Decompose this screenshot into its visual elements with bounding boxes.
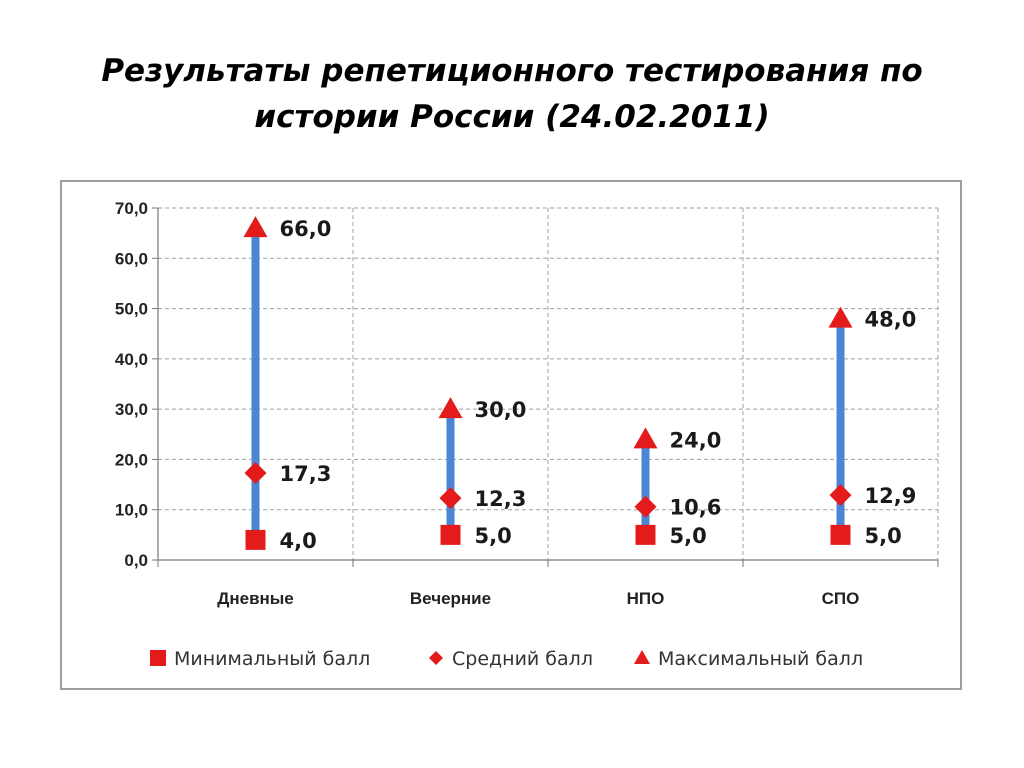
legend-avg-score-label: Средний балл (452, 648, 593, 670)
category-label: Дневные (217, 589, 294, 608)
slide-title-line-1: Результаты репетиционного тестирования п… (101, 53, 923, 89)
min-score-label: 5,0 (475, 524, 512, 548)
legend-max-score-marker (634, 650, 650, 664)
min-score-marker (440, 524, 461, 545)
avg-score-marker (829, 484, 852, 507)
avg-score-label: 17,3 (280, 462, 332, 486)
y-tick-label: 0,0 (124, 551, 148, 570)
max-score-marker (828, 306, 853, 328)
max-score-marker (438, 397, 463, 419)
max-score-marker (633, 427, 658, 449)
avg-score-marker (634, 495, 657, 518)
max-score-label: 30,0 (475, 398, 527, 422)
y-tick-label: 60,0 (115, 249, 148, 268)
gridlines (152, 207, 939, 567)
y-tick-label: 20,0 (115, 450, 148, 469)
legend-min-score-marker (150, 650, 166, 666)
avg-score-marker (244, 462, 267, 485)
range-chart: 0,0 10,0 20,0 30,0 40,0 50,0 60,0 70,0 Дневные Ве… (115, 199, 939, 670)
chart-frame: 0,0 10,0 20,0 30,0 40,0 50,0 60,0 70,0 Дневные Ве… (60, 180, 962, 690)
y-tick-label: 30,0 (115, 400, 148, 419)
max-score-marker (243, 216, 268, 238)
min-score-marker (635, 524, 656, 545)
y-tick-label: 40,0 (115, 350, 148, 369)
y-tick-label: 50,0 (115, 300, 148, 319)
avg-score-label: 12,9 (865, 484, 917, 508)
y-tick-label: 10,0 (115, 501, 148, 520)
max-score-label: 66,0 (280, 217, 332, 241)
max-score-label: 24,0 (670, 428, 722, 452)
legend-avg-score-marker (429, 651, 443, 665)
legend-min-score-label: Минимальный балл (174, 648, 370, 670)
min-score-marker (245, 529, 266, 550)
category-label: НПО (627, 589, 665, 608)
avg-score-label: 10,6 (670, 496, 722, 520)
min-score-label: 4,0 (280, 529, 317, 553)
avg-score-marker (439, 487, 462, 510)
avg-score-label: 12,3 (475, 487, 527, 511)
min-score-label: 5,0 (670, 524, 707, 548)
slide-title: Результаты репетиционного тестирования п… (60, 48, 964, 140)
min-score-marker (830, 524, 851, 545)
category-label: Вечерние (410, 589, 491, 608)
slide-title-line-2: истории России (24.02.2011) (254, 99, 770, 135)
category-label: СПО (822, 589, 860, 608)
legend-max-score-label: Максимальный балл (658, 648, 863, 670)
max-score-label: 48,0 (865, 308, 917, 332)
y-tick-label: 70,0 (115, 199, 148, 218)
min-score-label: 5,0 (865, 524, 902, 548)
